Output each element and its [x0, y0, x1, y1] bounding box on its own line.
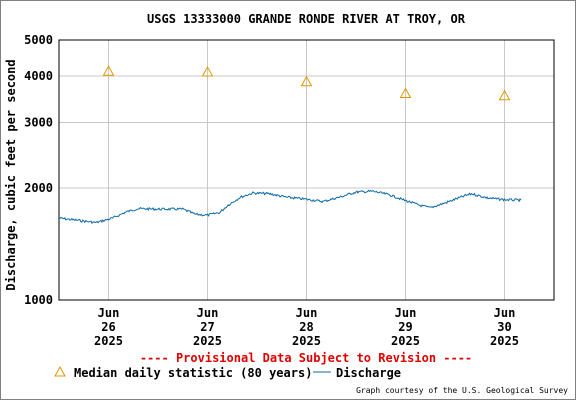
- x-tick-label: 2025: [490, 334, 519, 348]
- y-tick-labels: 1000 2000 3000 4000 5000: [24, 33, 53, 307]
- median-point-marker: [201, 66, 214, 77]
- x-tick-label: 28: [299, 320, 313, 334]
- plot-area-border: [58, 39, 555, 301]
- x-tick-label: 29: [398, 320, 412, 334]
- x-tick-label: 2025: [94, 334, 123, 348]
- provisional-warning: ---- Provisional Data Subject to Revisio…: [140, 351, 472, 365]
- x-tick-label: 2025: [391, 334, 420, 348]
- x-tick-label: 26: [101, 320, 115, 334]
- y-tick-label: 3000: [24, 116, 53, 130]
- legend-median-label: Median daily statistic (80 years): [74, 366, 312, 380]
- x-tick-labels: Jun262025Jun272025Jun282025Jun292025Jun3…: [94, 306, 519, 348]
- x-tick-label: Jun: [98, 306, 120, 320]
- x-tick-label: Jun: [296, 306, 318, 320]
- median-point-marker: [300, 75, 313, 87]
- x-tick-label: 2025: [193, 334, 222, 348]
- y-tick-label: 4000: [24, 69, 53, 83]
- x-tick-label: Jun: [494, 306, 516, 320]
- discharge-series-line: [58, 189, 522, 225]
- y-tick-label: 5000: [24, 33, 53, 47]
- x-tick-label: 2025: [292, 334, 321, 348]
- x-tick-label: Jun: [197, 306, 219, 320]
- median-point-marker: [102, 65, 115, 76]
- grid-lines: [59, 40, 554, 300]
- x-tick-label: Jun: [395, 306, 417, 320]
- median-point-marker: [498, 89, 511, 101]
- legend-median-triangle-icon: [54, 365, 66, 377]
- y-axis-label: Discharge, cubic feet per second: [4, 59, 18, 290]
- median-point-marker: [399, 87, 412, 99]
- x-tick-label: 30: [497, 320, 511, 334]
- y-tick-label: 2000: [24, 181, 53, 195]
- chart-title: USGS 13333000 GRANDE RONDE RIVER AT TROY…: [147, 12, 466, 26]
- y-tick-label: 1000: [24, 293, 53, 307]
- median-markers: [102, 65, 511, 101]
- credit-text: Graph courtesy of the U.S. Geological Su…: [356, 386, 568, 395]
- legend-discharge-label: Discharge: [336, 366, 401, 380]
- x-tick-label: 27: [200, 320, 214, 334]
